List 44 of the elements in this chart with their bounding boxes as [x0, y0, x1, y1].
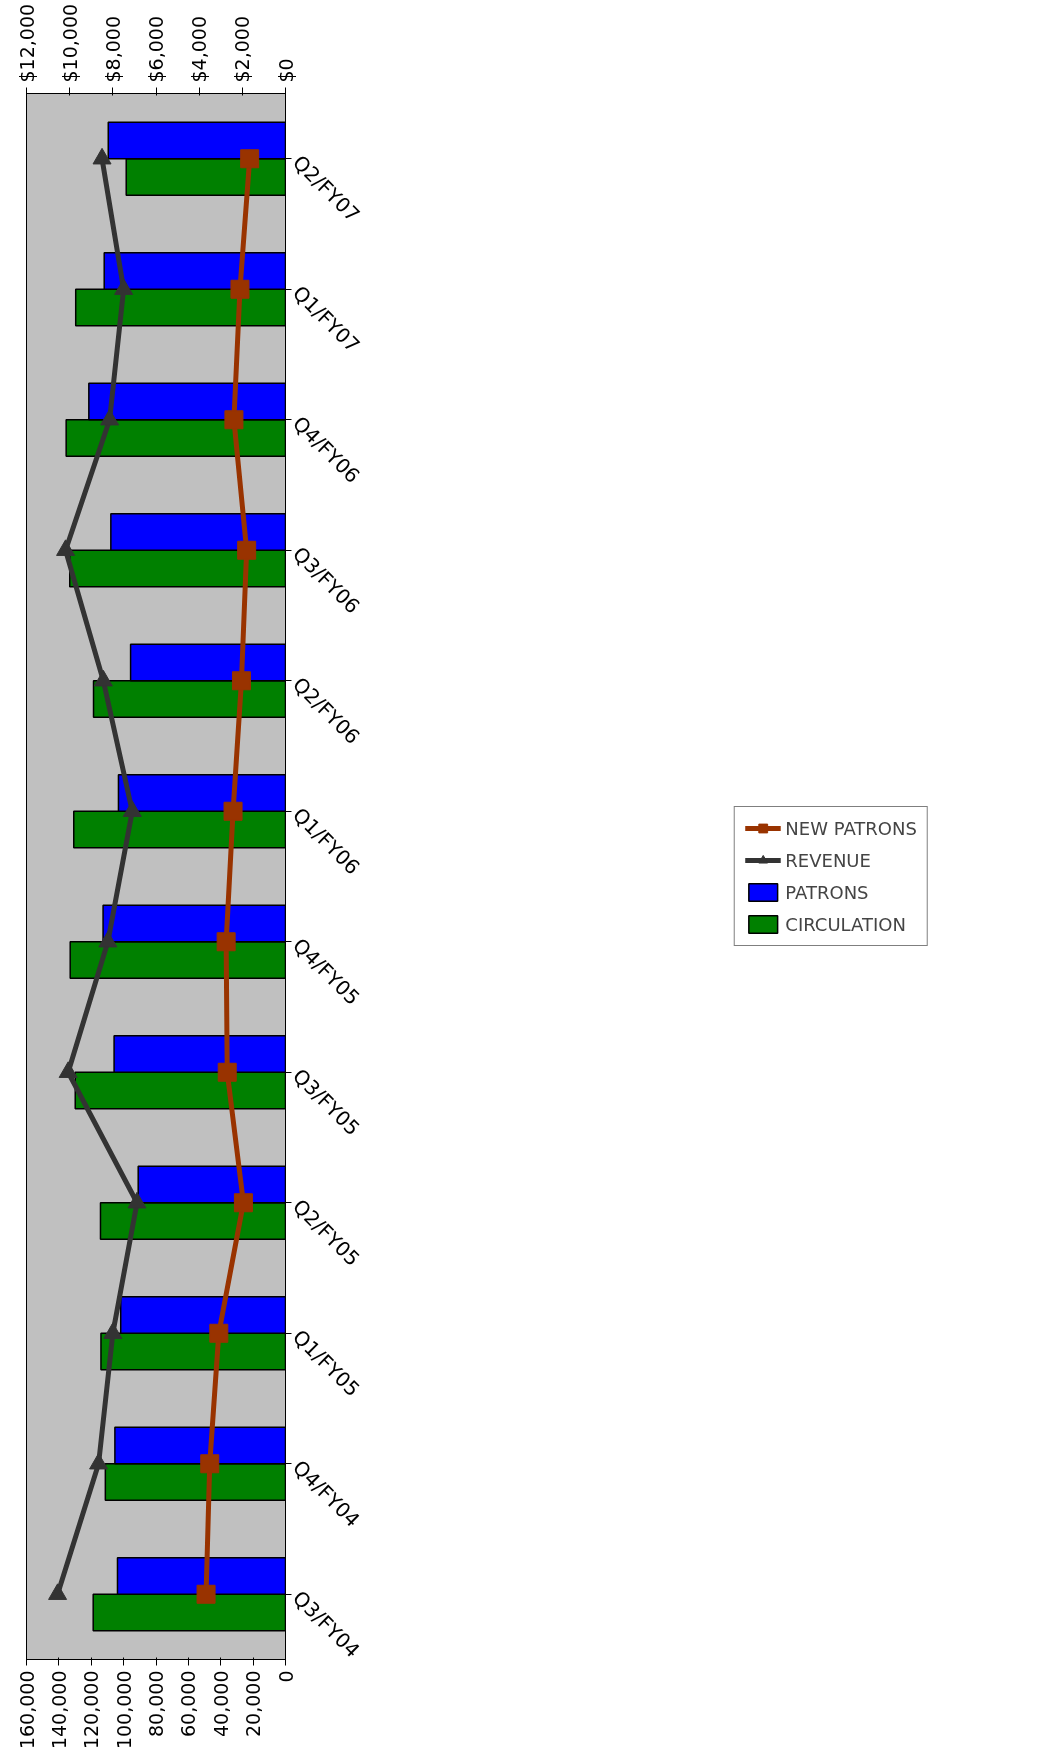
- point: [223, 801, 243, 821]
- x-tick-label: 80,000: [145, 1670, 167, 1737]
- x2-tick-label: $4,000: [188, 16, 211, 83]
- point: [200, 1454, 220, 1474]
- x2-tick-label: $0: [274, 58, 297, 83]
- point: [217, 1062, 237, 1082]
- point: [127, 1191, 147, 1209]
- point: [48, 1583, 68, 1600]
- point: [196, 1584, 216, 1604]
- x2-tick-label: $12,000: [15, 3, 38, 83]
- x-tick-label: 140,000: [47, 1670, 70, 1750]
- point: [233, 1193, 253, 1213]
- point: [122, 800, 142, 817]
- point: [209, 1323, 229, 1343]
- point: [103, 1322, 123, 1339]
- x2-tick-label: $6,000: [145, 16, 167, 83]
- x2-tick-label: $2,000: [231, 16, 254, 83]
- point: [230, 279, 250, 299]
- point: [240, 149, 260, 169]
- point: [89, 1452, 109, 1470]
- x2-tick-label: $8,000: [101, 16, 124, 83]
- legend-label: REVENUE: [785, 849, 871, 871]
- point: [56, 539, 76, 556]
- x-tick-label: 0: [274, 1670, 297, 1683]
- point: [98, 930, 118, 948]
- x-tick-label: 100,000: [112, 1670, 135, 1750]
- x-tick-label: 60,000: [177, 1670, 200, 1737]
- point: [93, 669, 113, 687]
- x-tick-label: 40,000: [209, 1670, 232, 1737]
- x2-tick-label: $10,000: [58, 3, 81, 83]
- legend-label: NEW PATRONS: [785, 817, 917, 839]
- legend-label: CIRCULATION: [785, 913, 906, 935]
- point: [92, 147, 112, 165]
- x-tick-label: 160,000: [15, 1670, 38, 1750]
- point: [224, 410, 244, 430]
- x-tick-label: 20,000: [242, 1670, 265, 1737]
- point: [58, 1061, 78, 1078]
- point: [100, 408, 120, 426]
- point: [216, 932, 236, 952]
- point: [114, 278, 134, 295]
- legend-label: PATRONS: [785, 881, 869, 903]
- x-tick-label: 120,000: [80, 1670, 103, 1750]
- point: [237, 540, 257, 560]
- point: [231, 671, 251, 691]
